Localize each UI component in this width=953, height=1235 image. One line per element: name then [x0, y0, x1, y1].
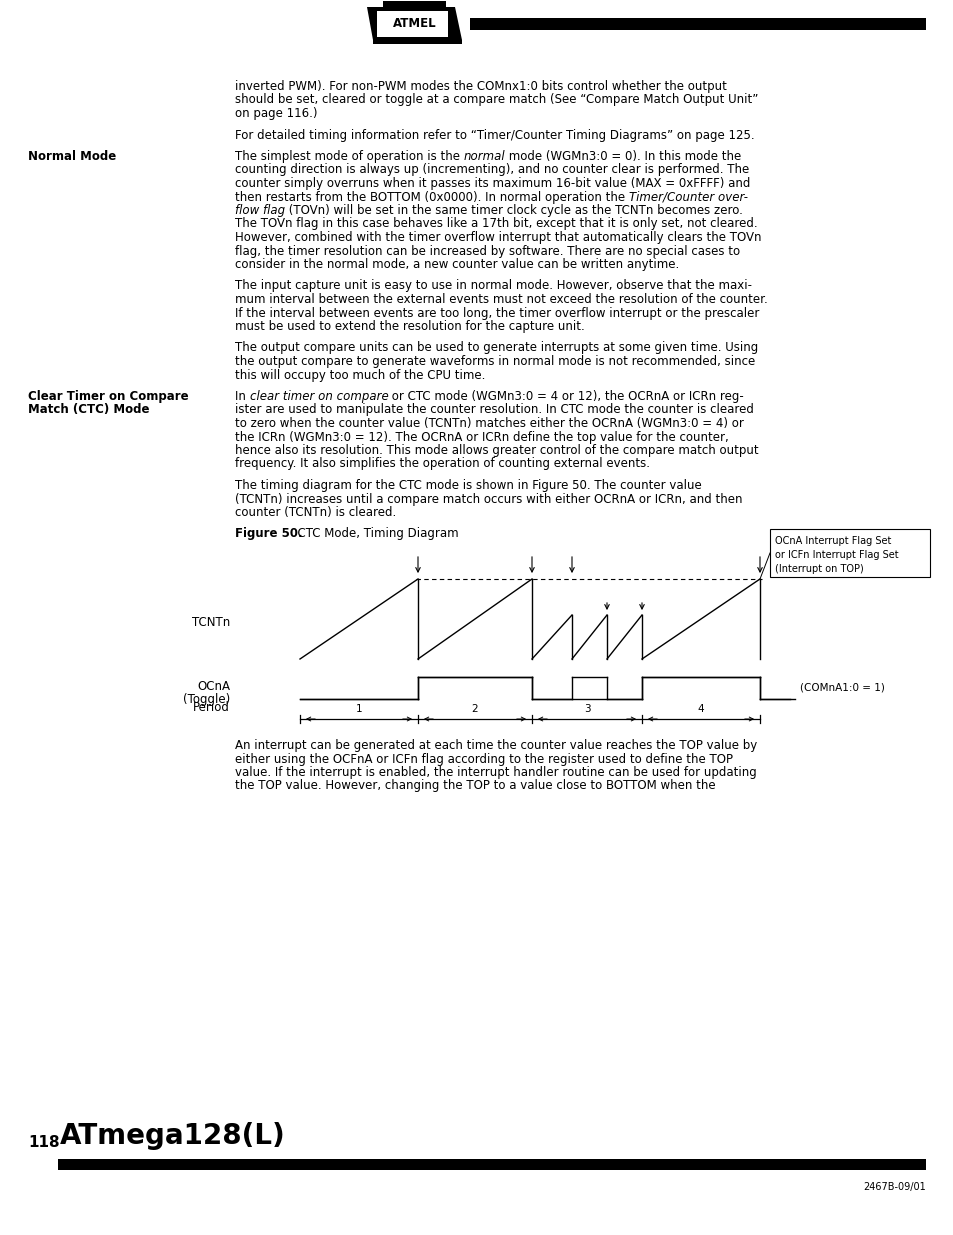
Polygon shape	[367, 7, 461, 40]
Text: Normal Mode: Normal Mode	[28, 149, 116, 163]
Text: counter (TCNTn) is cleared.: counter (TCNTn) is cleared.	[234, 506, 395, 519]
Bar	[769, 529, 929, 577]
Text: TCNTn: TCNTn	[192, 616, 230, 630]
Text: (Toggle): (Toggle)	[183, 694, 230, 706]
Text: The timing diagram for the CTC mode is shown in Figure 50. The counter value: The timing diagram for the CTC mode is s…	[234, 479, 701, 492]
Text: mode (WGMn3:0 = 0). In this mode the: mode (WGMn3:0 = 0). In this mode the	[505, 149, 740, 163]
Text: flow flag: flow flag	[234, 204, 285, 217]
Text: ATmega128(L): ATmega128(L)	[60, 1123, 286, 1150]
Text: CTC Mode, Timing Diagram: CTC Mode, Timing Diagram	[290, 527, 458, 541]
Text: In: In	[234, 390, 250, 403]
Text: inverted PWM). For non-PWM modes the COMnx1:0 bits control whether the output: inverted PWM). For non-PWM modes the COM…	[234, 80, 726, 93]
Text: consider in the normal mode, a new counter value can be written anytime.: consider in the normal mode, a new count…	[234, 258, 679, 270]
Text: counter simply overruns when it passes its maximum 16-bit value (MAX = 0xFFFF) a: counter simply overruns when it passes i…	[234, 177, 750, 190]
Text: 4: 4	[697, 704, 703, 714]
Text: If the interval between events are too long, the timer overflow interrupt or the: If the interval between events are too l…	[234, 306, 759, 320]
Text: value. If the interrupt is enabled, the interrupt handler routine can be used fo: value. If the interrupt is enabled, the …	[234, 766, 756, 779]
Text: ATMEL: ATMEL	[393, 17, 436, 30]
Text: For detailed timing information refer to “Timer/Counter Timing Diagrams” on page: For detailed timing information refer to…	[234, 128, 754, 142]
Text: 3: 3	[583, 704, 590, 714]
Text: the ICRn (WGMn3:0 = 12). The OCRnA or ICRn define the top value for the counter,: the ICRn (WGMn3:0 = 12). The OCRnA or IC…	[234, 431, 728, 443]
Text: or CTC mode (WGMn3:0 = 4 or 12), the OCRnA or ICRn reg-: or CTC mode (WGMn3:0 = 4 or 12), the OCR…	[388, 390, 743, 403]
Text: An interrupt can be generated at each time the counter value reaches the TOP val: An interrupt can be generated at each ti…	[234, 739, 757, 752]
Text: clear timer on compare: clear timer on compare	[250, 390, 388, 403]
Bar	[58, 1158, 925, 1170]
Text: (Interrupt on TOP): (Interrupt on TOP)	[774, 564, 862, 574]
Text: 118: 118	[28, 1135, 59, 1150]
Text: The input capture unit is easy to use in normal mode. However, observe that the : The input capture unit is easy to use in…	[234, 279, 751, 293]
Text: Match (CTC) Mode: Match (CTC) Mode	[28, 404, 150, 416]
Text: the TOP value. However, changing the TOP to a value close to BOTTOM when the: the TOP value. However, changing the TOP…	[234, 779, 715, 793]
Text: must be used to extend the resolution for the capture unit.: must be used to extend the resolution fo…	[234, 320, 584, 333]
Text: mum interval between the external events must not exceed the resolution of the c: mum interval between the external events…	[234, 293, 767, 306]
Text: to zero when the counter value (TCNTn) matches either the OCRnA (WGMn3:0 = 4) or: to zero when the counter value (TCNTn) m…	[234, 417, 743, 430]
Text: Timer/Counter over-: Timer/Counter over-	[628, 190, 747, 204]
Text: should be set, cleared or toggle at a compare match (See “Compare Match Output U: should be set, cleared or toggle at a co…	[234, 94, 758, 106]
Text: normal: normal	[463, 149, 505, 163]
Text: counting direction is always up (incrementing), and no counter clear is performe: counting direction is always up (increme…	[234, 163, 748, 177]
Text: Clear Timer on Compare: Clear Timer on Compare	[28, 390, 189, 403]
Text: this will occupy too much of the CPU time.: this will occupy too much of the CPU tim…	[234, 368, 485, 382]
Text: flag, the timer resolution can be increased by software. There are no special ca: flag, the timer resolution can be increa…	[234, 245, 740, 258]
Text: Period: Period	[193, 701, 230, 714]
Text: The simplest mode of operation is the: The simplest mode of operation is the	[234, 149, 463, 163]
Text: However, combined with the timer overflow interrupt that automatically clears th: However, combined with the timer overflo…	[234, 231, 760, 245]
Text: 2: 2	[471, 704, 477, 714]
Text: or ICFn Interrupt Flag Set: or ICFn Interrupt Flag Set	[774, 550, 898, 559]
Bar	[376, 11, 448, 37]
Text: ister are used to manipulate the counter resolution. In CTC mode the counter is : ister are used to manipulate the counter…	[234, 404, 753, 416]
Text: The output compare units can be used to generate interrupts at some given time. : The output compare units can be used to …	[234, 342, 758, 354]
Text: on page 116.): on page 116.)	[234, 107, 317, 120]
Text: (TCNTn) increases until a compare match occurs with either OCRnA or ICRn, and th: (TCNTn) increases until a compare match …	[234, 493, 741, 505]
Text: OCnA Interrupt Flag Set: OCnA Interrupt Flag Set	[774, 536, 890, 546]
Text: The TOVn flag in this case behaves like a 17th bit, except that it is only set, : The TOVn flag in this case behaves like …	[234, 217, 757, 231]
Text: frequency. It also simplifies the operation of counting external events.: frequency. It also simplifies the operat…	[234, 457, 649, 471]
Bar	[373, 40, 461, 44]
Bar	[382, 1, 446, 7]
Text: either using the OCFnA or ICFn flag according to the register used to define the: either using the OCFnA or ICFn flag acco…	[234, 752, 732, 766]
Text: Figure 50.: Figure 50.	[234, 527, 302, 541]
Text: hence also its resolution. This mode allows greater control of the compare match: hence also its resolution. This mode all…	[234, 445, 758, 457]
Text: 1: 1	[355, 704, 362, 714]
Text: OCnA: OCnA	[196, 680, 230, 693]
Text: then restarts from the BOTTOM (0x0000). In normal operation the: then restarts from the BOTTOM (0x0000). …	[234, 190, 628, 204]
Text: (TOVn) will be set in the same timer clock cycle as the TCNTn becomes zero.: (TOVn) will be set in the same timer clo…	[285, 204, 742, 217]
Text: 2467B-09/01: 2467B-09/01	[862, 1182, 925, 1192]
Text: the output compare to generate waveforms in normal mode is not recommended, sinc: the output compare to generate waveforms…	[234, 354, 755, 368]
Text: (COMnA1:0 = 1): (COMnA1:0 = 1)	[800, 683, 884, 693]
Bar	[470, 17, 925, 30]
